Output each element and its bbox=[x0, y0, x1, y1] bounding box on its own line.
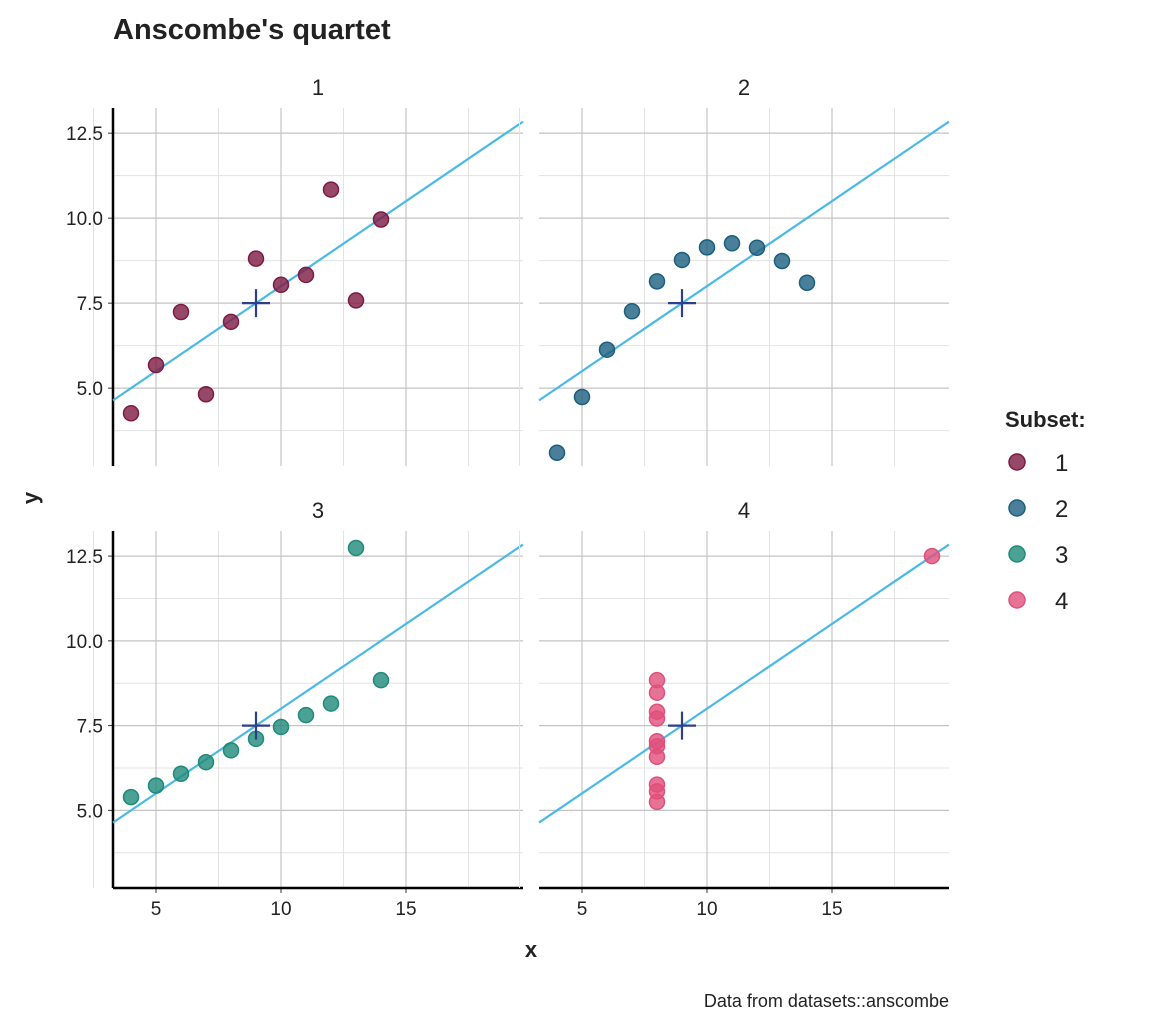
panel-2: 2 bbox=[519, 75, 950, 466]
data-point bbox=[172, 303, 190, 321]
data-point bbox=[272, 276, 290, 294]
y-tick-label: 10.0 bbox=[66, 632, 103, 653]
data-point bbox=[623, 303, 641, 320]
legend-label-4: 4 bbox=[1055, 588, 1068, 615]
data-point bbox=[372, 211, 390, 228]
legend-key-3 bbox=[1008, 545, 1026, 563]
data-point bbox=[197, 753, 215, 771]
y-axis-label: y bbox=[18, 491, 43, 504]
data-point bbox=[122, 788, 140, 806]
data-point bbox=[147, 777, 165, 794]
panel-1: 1 5.0 7.5 10.0 12.5 bbox=[66, 75, 524, 466]
data-point bbox=[247, 250, 265, 267]
panel-strip-label: 1 bbox=[312, 75, 324, 100]
data-point bbox=[222, 742, 240, 759]
data-point bbox=[147, 356, 165, 374]
y-tick-label: 5.0 bbox=[77, 379, 103, 400]
y-tick-label: 12.5 bbox=[66, 547, 103, 568]
x-tick-label: 10 bbox=[270, 899, 291, 920]
data-point bbox=[698, 239, 716, 256]
data-point bbox=[773, 252, 791, 270]
data-point bbox=[297, 266, 315, 284]
panel-strip-label: 3 bbox=[312, 498, 324, 523]
legend: 1 2 3 4 bbox=[1008, 450, 1068, 615]
data-point bbox=[648, 273, 666, 290]
data-point bbox=[222, 313, 240, 331]
panel-strip-label: 4 bbox=[738, 498, 750, 523]
legend-key-4 bbox=[1008, 591, 1026, 609]
data-point bbox=[297, 706, 315, 724]
mean-cross-marker bbox=[242, 711, 270, 740]
data-point bbox=[372, 671, 390, 689]
mean-cross-marker bbox=[668, 711, 696, 740]
regression-line bbox=[112, 120, 524, 402]
y-tick-label: 12.5 bbox=[66, 124, 103, 145]
data-point bbox=[122, 405, 140, 422]
data-point bbox=[648, 738, 666, 755]
chart-title: Anscombe's quartet bbox=[113, 14, 391, 46]
mean-cross-marker bbox=[242, 289, 270, 318]
y-tick-label: 7.5 bbox=[77, 294, 103, 315]
y-tick-label: 10.0 bbox=[66, 209, 103, 230]
data-point bbox=[322, 695, 340, 712]
legend-label-3: 3 bbox=[1055, 542, 1068, 569]
x-tick-label: 10 bbox=[696, 899, 717, 920]
data-point bbox=[748, 239, 766, 256]
y-tick-label: 7.5 bbox=[77, 717, 103, 738]
y-tick-label: 5.0 bbox=[77, 801, 103, 822]
legend-key-1 bbox=[1008, 453, 1026, 471]
data-point bbox=[548, 444, 566, 461]
data-point bbox=[322, 181, 340, 198]
x-tick-label: 5 bbox=[577, 899, 588, 920]
legend-key-2 bbox=[1008, 499, 1026, 517]
x-tick-label: 15 bbox=[821, 899, 842, 920]
legend-title: Subset: bbox=[1005, 407, 1086, 432]
caption: Data from datasets::anscombe bbox=[704, 991, 949, 1011]
panel-strip-label: 2 bbox=[738, 75, 750, 100]
legend-label-2: 2 bbox=[1055, 496, 1068, 523]
mean-cross-marker bbox=[668, 289, 696, 318]
data-point bbox=[798, 274, 816, 292]
panel-3: 3 5 10 15 5.0 7.5 10.0 12.5 bbox=[66, 498, 524, 920]
data-point bbox=[648, 783, 666, 800]
data-point bbox=[673, 251, 691, 269]
panel-4: 4 5 10 15 bbox=[519, 498, 950, 920]
data-point bbox=[723, 235, 741, 252]
legend-label-1: 1 bbox=[1055, 450, 1068, 477]
data-point bbox=[923, 547, 941, 565]
data-point bbox=[272, 718, 290, 736]
data-point bbox=[197, 386, 215, 403]
x-axis-label: x bbox=[525, 937, 538, 962]
data-point bbox=[648, 703, 666, 720]
regression-line bbox=[538, 543, 950, 824]
data-point bbox=[172, 765, 190, 782]
data-point bbox=[598, 341, 616, 358]
x-tick-label: 5 bbox=[151, 899, 162, 920]
data-point bbox=[347, 539, 365, 557]
data-point bbox=[347, 292, 365, 309]
data-point bbox=[573, 388, 591, 406]
x-tick-label: 15 bbox=[395, 899, 416, 920]
data-point bbox=[648, 684, 666, 701]
